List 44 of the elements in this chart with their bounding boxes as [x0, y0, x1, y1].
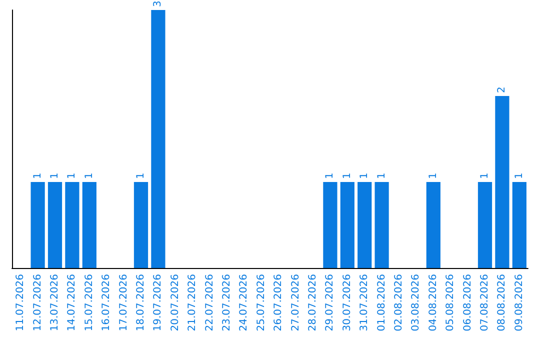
x-tick-label: 08.08.2026 — [496, 274, 508, 332]
x-tick-label: 20.07.2026 — [170, 274, 181, 332]
x-tick-label: 05.08.2026 — [445, 274, 456, 332]
data-label: 2 — [496, 86, 508, 93]
x-tick-label: 16.07.2026 — [101, 274, 112, 332]
x-tick-label: 18.07.2026 — [136, 274, 146, 332]
data-label: 1 — [342, 172, 353, 179]
x-tick-label: 09.08.2026 — [514, 274, 525, 332]
x-tick-label: 15.07.2026 — [84, 274, 95, 332]
x-tick-label: 03.08.2026 — [410, 274, 422, 332]
x-tick-label: 21.07.2026 — [187, 274, 198, 332]
data-label: 1 — [32, 172, 44, 179]
x-tick-label: 26.07.2026 — [273, 274, 284, 332]
data-label: 1 — [66, 172, 78, 179]
x-tick-label: 23.07.2026 — [222, 274, 232, 332]
x-tick-label: 29.07.2026 — [324, 274, 336, 332]
x-tick-label: 31.07.2026 — [359, 274, 370, 332]
x-tick-label: 07.08.2026 — [480, 274, 490, 332]
data-label: 1 — [376, 172, 388, 179]
data-label: 1 — [84, 172, 95, 179]
x-tick-label: 14.07.2026 — [66, 274, 78, 332]
x-tick-label: 06.08.2026 — [462, 274, 474, 332]
data-label: 1 — [359, 172, 370, 179]
x-tick-label: 24.07.2026 — [238, 274, 250, 332]
data-label: 1 — [324, 172, 336, 179]
data-label: 1 — [480, 172, 490, 179]
x-tick-label: 22.07.2026 — [204, 274, 216, 332]
x-tick-label: 19.07.2026 — [152, 274, 164, 332]
data-label: 3 — [152, 0, 164, 7]
data-label: 1 — [136, 172, 146, 179]
x-tick-label: 17.07.2026 — [118, 274, 130, 332]
x-tick-label: 04.08.2026 — [428, 274, 439, 332]
x-tick-label: 12.07.2026 — [32, 274, 44, 332]
x-tick-label: 25.07.2026 — [256, 274, 267, 332]
data-label: 1 — [514, 172, 525, 179]
x-tick-label: 30.07.2026 — [342, 274, 353, 332]
x-tick-label: 27.07.2026 — [290, 274, 302, 332]
x-tick-label: 02.08.2026 — [394, 274, 404, 332]
x-tick-label: 11.07.2026 — [15, 274, 26, 332]
x-tick-label: 01.08.2026 — [376, 274, 388, 332]
x-tick-label: 28.07.2026 — [308, 274, 318, 332]
data-label: 1 — [428, 172, 439, 179]
x-tick-label: 13.07.2026 — [50, 274, 60, 332]
data-label: 1 — [50, 172, 60, 179]
